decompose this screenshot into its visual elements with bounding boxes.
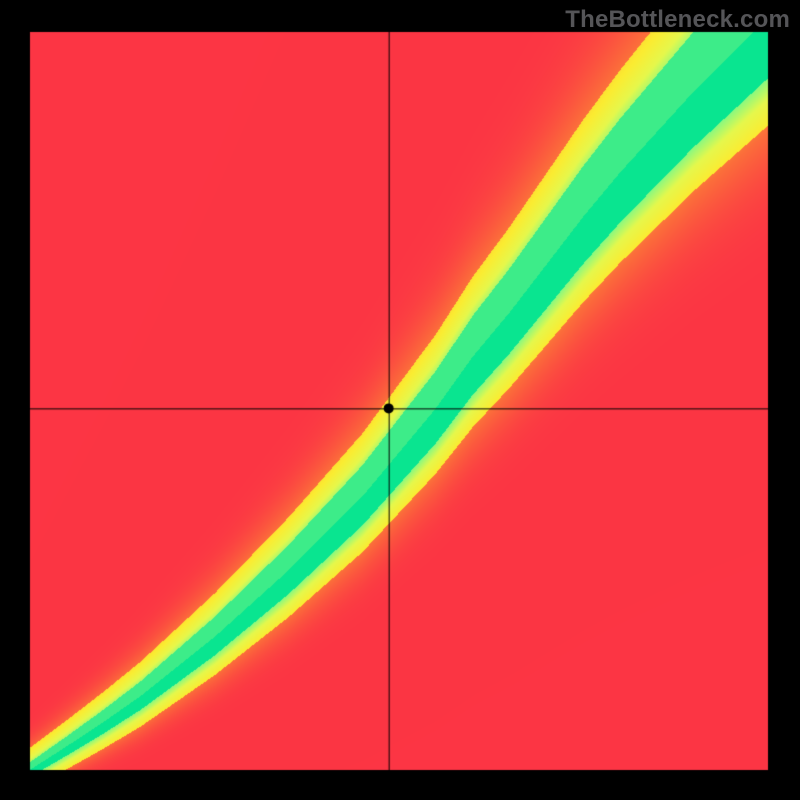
heatmap-canvas: [0, 0, 800, 800]
watermark-text: TheBottleneck.com: [565, 6, 790, 34]
chart-container: TheBottleneck.com: [0, 0, 800, 800]
